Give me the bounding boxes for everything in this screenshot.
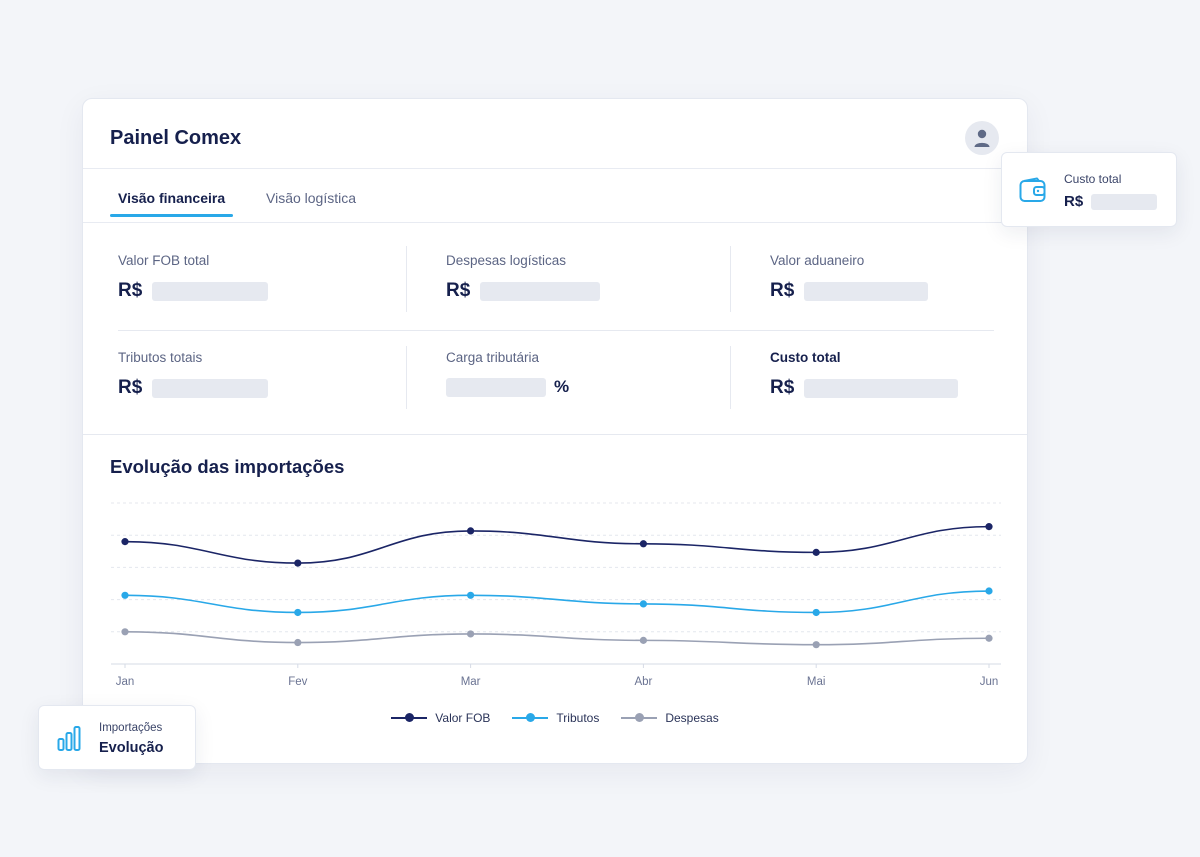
data-point-valor-fob-jan[interactable]: [121, 538, 129, 546]
data-point-valor-fob-jun[interactable]: [985, 523, 993, 531]
currency-prefix: R$: [118, 280, 143, 301]
legend-swatch: [512, 713, 549, 723]
legend-label: Despesas: [665, 711, 719, 725]
floating-value: Evolução: [99, 740, 164, 756]
legend-item-valor-fob[interactable]: Valor FOB: [391, 711, 490, 725]
value-placeholder: [804, 378, 959, 398]
value-placeholder: [1091, 193, 1158, 210]
card-header: Painel Comex: [83, 99, 1027, 169]
dashboard-card: Painel Comex Visão financeira Visão logí…: [82, 98, 1028, 764]
legend-swatch: [621, 713, 658, 723]
metric-despesas-logisticas: Despesas logísticas R$: [446, 253, 601, 302]
legend-label: Tributos: [556, 711, 600, 725]
metric-label: Tributos totais: [118, 350, 203, 365]
data-point-despesas-abr[interactable]: [639, 636, 648, 644]
metric-custo-total: Custo total R$: [770, 350, 959, 399]
metric-tributos-totais: Tributos totais R$: [118, 350, 269, 399]
currency-prefix: R$: [1064, 193, 1084, 210]
tab-bar: Visão financeira Visão logística: [83, 169, 1027, 223]
x-tick-label-jan: Jan: [116, 676, 135, 688]
active-tab-indicator: [110, 214, 233, 217]
value-placeholder: [152, 281, 269, 301]
x-tick-label-fev: Fev: [288, 676, 307, 688]
avatar[interactable]: [965, 121, 999, 155]
percent-suffix: %: [554, 377, 570, 396]
data-point-valor-fob-abr[interactable]: [639, 540, 648, 548]
metric-label: Carga tributária: [446, 350, 540, 365]
series-line-valor-fob: [124, 525, 990, 564]
data-point-despesas-mar[interactable]: [467, 630, 475, 638]
metric-label: Despesas logísticas: [446, 253, 567, 268]
wallet-icon: [1019, 177, 1046, 202]
data-point-valor-fob-fev[interactable]: [294, 559, 302, 567]
value-placeholder: [152, 378, 269, 398]
data-point-tributos-mar[interactable]: [467, 591, 475, 599]
x-tick-label-jun: Jun: [980, 676, 999, 688]
legend-item-tributos[interactable]: Tributos: [512, 711, 599, 725]
x-tick-label-mar: Mar: [461, 676, 481, 688]
divider: [730, 246, 731, 312]
series-line-tributos: [124, 590, 990, 614]
metric-label: Valor aduaneiro: [770, 253, 865, 268]
data-point-despesas-fev[interactable]: [294, 638, 302, 647]
x-tick-label-mai: Mai: [807, 676, 826, 688]
currency-prefix: R$: [118, 377, 143, 398]
floating-label: Importações: [99, 722, 163, 734]
divider: [406, 346, 407, 409]
currency-prefix: R$: [770, 377, 795, 398]
page-title: Painel Comex: [110, 127, 242, 149]
metric-valor-aduaneiro: Valor aduaneiro R$: [770, 253, 929, 302]
tab-visao-logistica[interactable]: Visão logística: [266, 190, 357, 206]
data-point-tributos-jun[interactable]: [985, 587, 993, 595]
floating-card-custo-total: Custo total R$: [1001, 152, 1177, 227]
metric-label: Custo total: [770, 350, 841, 365]
divider: [730, 346, 731, 409]
legend-label: Valor FOB: [435, 711, 491, 725]
user-icon: [974, 129, 990, 147]
floating-card-importacoes: Importações Evolução: [38, 705, 196, 770]
data-point-tributos-abr[interactable]: [639, 600, 648, 608]
data-point-despesas-mai[interactable]: [812, 641, 820, 649]
data-point-tributos-jan[interactable]: [121, 591, 129, 599]
data-point-despesas-jan[interactable]: [121, 628, 129, 636]
section-divider: [83, 434, 1027, 435]
data-point-despesas-jun[interactable]: [985, 634, 993, 642]
legend-item-despesas[interactable]: Despesas: [621, 711, 719, 725]
divider: [406, 246, 407, 312]
currency-prefix: R$: [446, 280, 471, 301]
chart-legend: Valor FOB Tributos Despesas: [83, 711, 1027, 725]
data-point-tributos-fev[interactable]: [294, 608, 302, 617]
x-tick-label-abr: Abr: [634, 676, 652, 688]
metric-valor-fob: Valor FOB total R$: [118, 253, 269, 302]
data-point-valor-fob-mai[interactable]: [812, 548, 820, 556]
legend-swatch: [391, 713, 428, 723]
chart-title: Evolução das importações: [110, 456, 345, 477]
value-placeholder: [446, 377, 546, 397]
value-placeholder: [804, 281, 929, 301]
metric-label: Valor FOB total: [118, 253, 210, 268]
bar-chart-icon: [57, 726, 81, 751]
metric-carga-tributaria: Carga tributária %: [446, 350, 569, 397]
value-placeholder: [480, 281, 601, 301]
data-point-tributos-mai[interactable]: [812, 608, 820, 617]
tab-visao-financeira[interactable]: Visão financeira: [118, 190, 226, 206]
floating-label: Custo total: [1064, 172, 1122, 186]
line-chart: Jan Fev Mar Abr Mai Jun: [111, 502, 1001, 688]
currency-prefix: R$: [770, 280, 795, 301]
series-line-despesas: [124, 631, 990, 646]
data-point-valor-fob-mar[interactable]: [467, 527, 475, 535]
divider: [118, 330, 994, 331]
